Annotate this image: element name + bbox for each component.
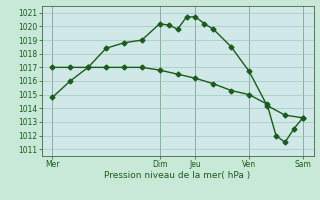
X-axis label: Pression niveau de la mer( hPa ): Pression niveau de la mer( hPa ) <box>104 171 251 180</box>
